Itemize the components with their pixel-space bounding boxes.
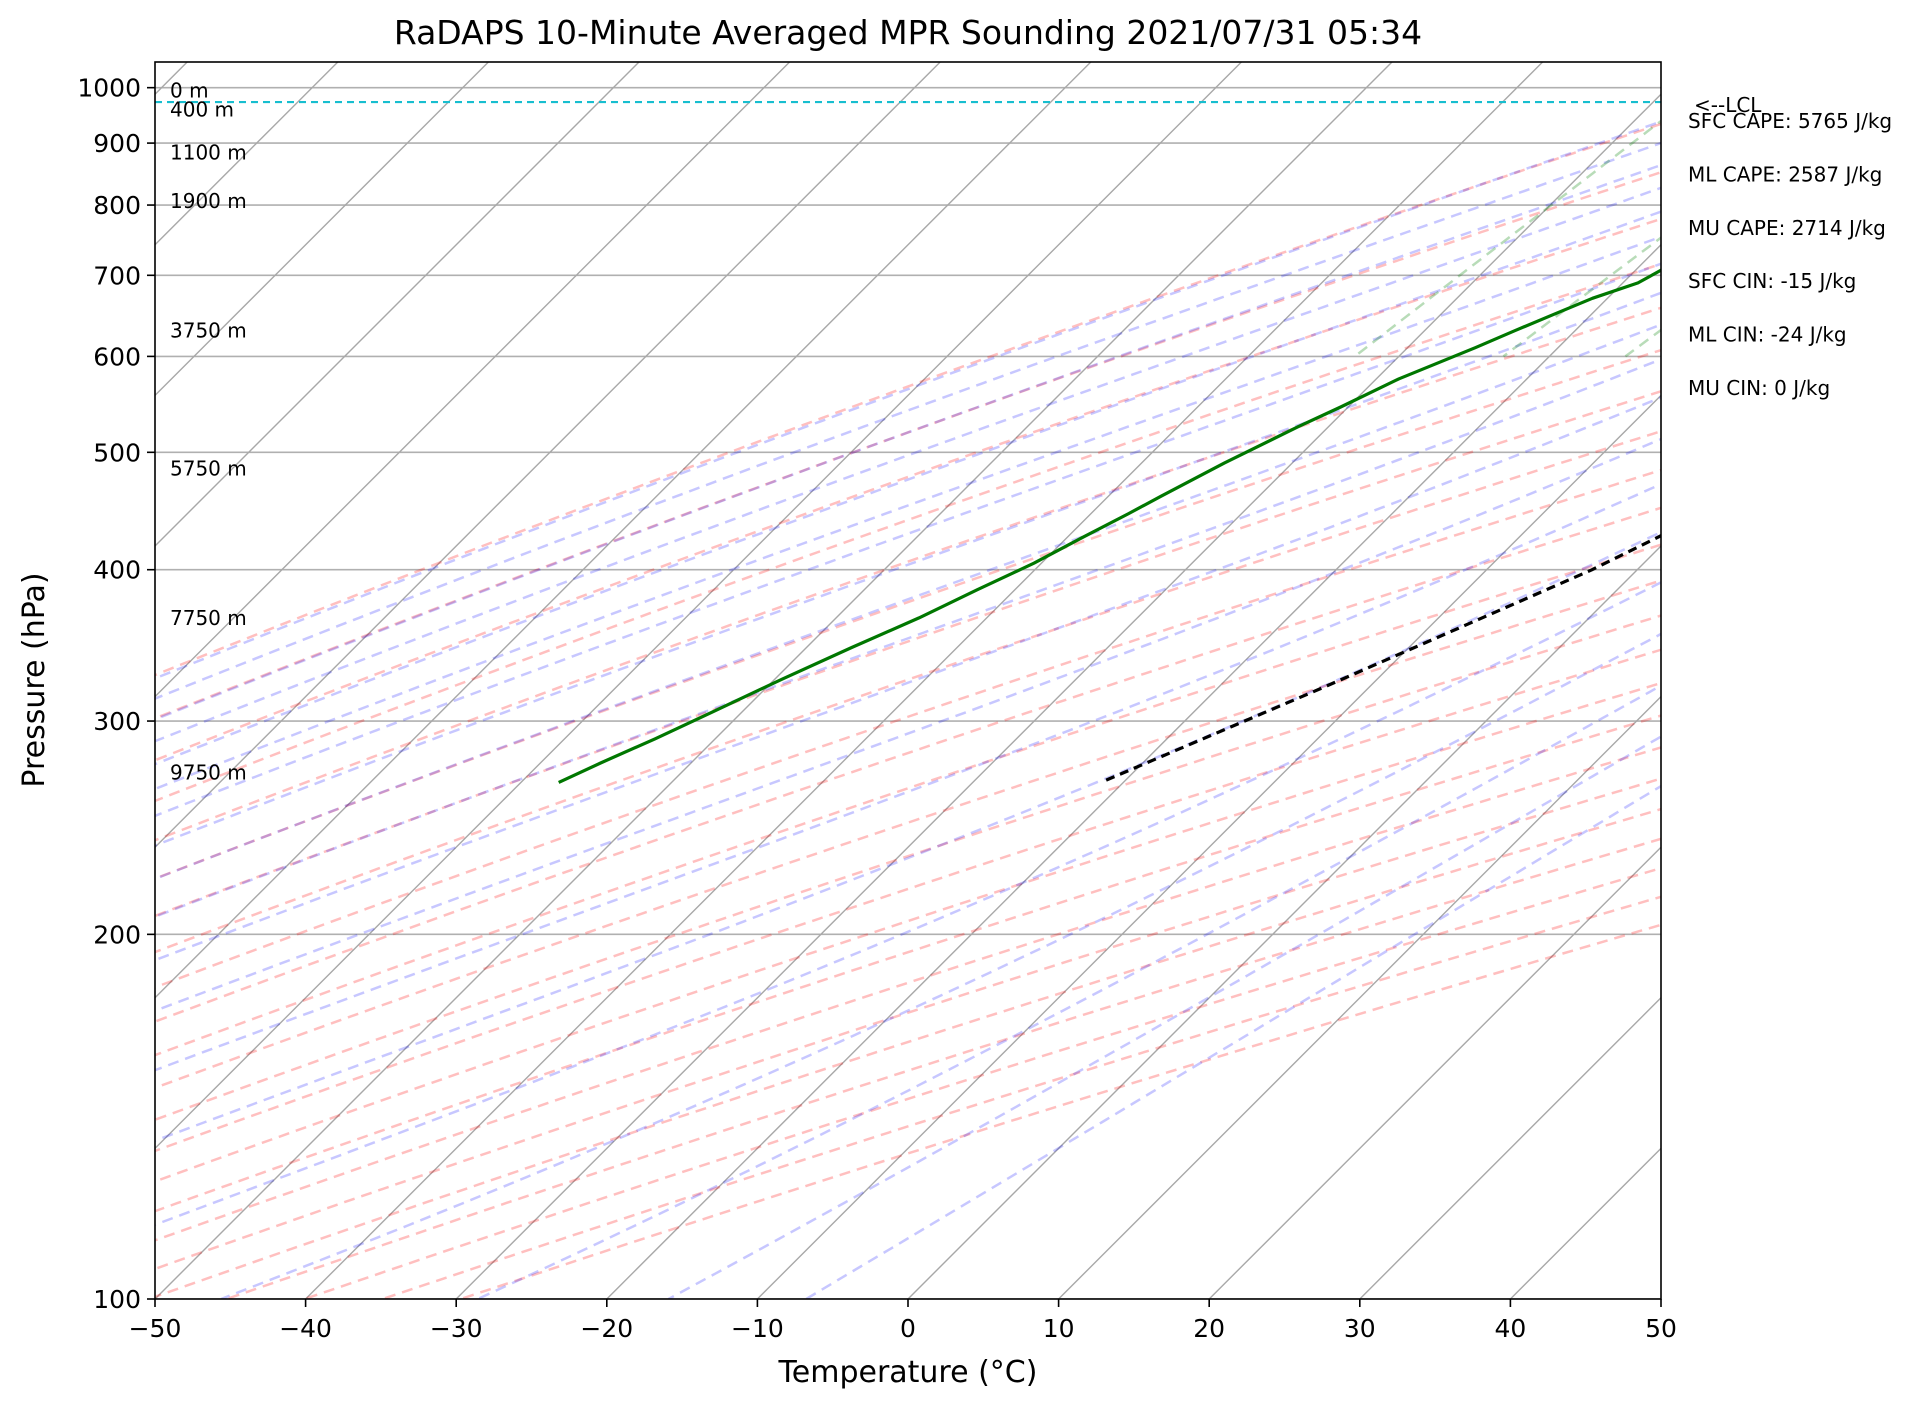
x-axis-label: Temperature (°C) xyxy=(778,1355,1038,1390)
dry-adiabat xyxy=(155,714,1661,1213)
isotherm-line xyxy=(155,62,1242,1150)
height-label: 1100 m xyxy=(170,141,247,165)
series-line xyxy=(558,268,1661,784)
height-label: 1900 m xyxy=(170,189,247,213)
dry-adiabat xyxy=(155,614,1661,1122)
x-tick-label: 10 xyxy=(1043,1314,1075,1343)
chart-title: RaDAPS 10-Minute Averaged MPR Sounding 2… xyxy=(394,13,1422,52)
y-tick-label: 1000 xyxy=(77,74,141,103)
stat-label: ML CIN: -24 J/kg xyxy=(1688,323,1847,347)
stability-indices: SFC CAPE: 5765 J/kg ML CAPE: 2587 J/kg MU … xyxy=(1688,109,1892,400)
moist-adiabat xyxy=(155,580,1661,1227)
y-tick-label: 800 xyxy=(93,191,141,220)
y-tick-label: 100 xyxy=(93,1285,141,1314)
x-tick-label: 30 xyxy=(1344,1314,1376,1343)
isotherm-line xyxy=(155,62,1393,1299)
isotherm-line xyxy=(756,394,1661,1299)
x-tick-label: 0 xyxy=(900,1314,916,1343)
height-label: 0 m xyxy=(170,78,209,102)
x-tick-label: −50 xyxy=(129,1314,182,1343)
height-label: 7750 m xyxy=(170,606,247,630)
dry-adiabat xyxy=(155,348,1661,880)
y-tick-label: 900 xyxy=(93,129,141,158)
isotherm-line xyxy=(155,62,1092,999)
dry-adiabat xyxy=(155,389,1661,918)
lcl-marker: <--LCL xyxy=(155,93,1762,117)
y-axis-label: Pressure (hPa) xyxy=(17,572,52,787)
mixing-ratio-line xyxy=(1502,236,1661,358)
height-label: 5750 m xyxy=(170,456,247,480)
dry-adiabat xyxy=(155,122,1661,677)
stat-label: MU CAPE: 2714 J/kg xyxy=(1688,216,1886,240)
y-tick-label: 700 xyxy=(93,261,141,290)
moist-adiabat xyxy=(155,141,1661,700)
x-tick-label: −20 xyxy=(580,1314,633,1343)
y-tick-label: 500 xyxy=(93,438,141,467)
y-tick-label: 600 xyxy=(93,342,141,371)
isotherm-line xyxy=(606,243,1661,1299)
height-label: 9750 m xyxy=(170,761,247,785)
isotherm-line xyxy=(1058,695,1661,1299)
sounding-profiles xyxy=(558,268,1661,784)
isotherm-line xyxy=(155,62,791,698)
y-tick-label: 300 xyxy=(93,707,141,736)
stat-label: SFC CAPE: 5765 J/kg xyxy=(1688,109,1892,133)
y-tick-label: 400 xyxy=(93,556,141,585)
series-line xyxy=(1100,533,1661,784)
isotherm-line xyxy=(455,93,1661,1299)
x-tick-label: −10 xyxy=(731,1314,784,1343)
moist-adiabat xyxy=(155,186,1661,743)
y-tick-label: 200 xyxy=(93,920,141,949)
isotherm-line xyxy=(907,545,1661,1299)
height-labels: 9750 m 7750 m 5750 m 3750 m 1900 m 1100 m 400 … xyxy=(170,78,247,784)
stat-label: MU CIN: 0 J/kg xyxy=(1688,376,1830,400)
dry-adiabat xyxy=(155,746,1661,1242)
mixing-ratio-line xyxy=(1624,328,1661,358)
moist-adiabat xyxy=(155,163,1661,721)
x-tick-label: 50 xyxy=(1645,1314,1677,1343)
x-tick-label: 20 xyxy=(1193,1314,1225,1343)
isotherm-line xyxy=(155,62,640,547)
isotherm-line xyxy=(155,62,941,849)
dry-adiabat xyxy=(155,648,1661,1153)
y-axis: 100 200 300 400 500 600 700 800 900 1000 xyxy=(77,74,155,1314)
dry-adiabat xyxy=(155,506,1661,1023)
x-tick-label: 40 xyxy=(1494,1314,1526,1343)
isotherm-line xyxy=(1208,846,1661,1299)
dry-adiabat xyxy=(155,262,1661,803)
lcl-label: <--LCL xyxy=(1694,93,1762,117)
mixing-ratio-line xyxy=(1869,62,1925,356)
moist-adiabat xyxy=(220,632,1661,1299)
mixing-ratio-line xyxy=(1756,62,1925,356)
height-label: 3750 m xyxy=(170,319,247,343)
mixing-ratio-line xyxy=(1353,119,1661,358)
dry-adiabat xyxy=(155,306,1661,842)
isotherm-line xyxy=(305,62,1544,1299)
moist-adiabat xyxy=(155,530,1661,1143)
stat-label: ML CAPE: 2587 J/kg xyxy=(1688,162,1882,186)
isotherm-line xyxy=(1359,996,1661,1299)
x-axis: −50 −40 −30 −20 −10 0 10 20 30 40 50 xyxy=(129,1299,1677,1343)
moist-adiabat xyxy=(155,396,1661,962)
isotherm-line xyxy=(155,62,489,397)
dry-adiabat xyxy=(155,170,1661,720)
stat-label: SFC CIN: -15 J/kg xyxy=(1688,269,1856,293)
moist-adiabat xyxy=(155,358,1661,919)
x-tick-label: −30 xyxy=(430,1314,483,1343)
isotherm-line xyxy=(1660,1298,1661,1299)
x-tick-label: −40 xyxy=(279,1314,332,1343)
moist-adiabat xyxy=(155,323,1661,881)
background-guides xyxy=(155,62,1925,1299)
moist-adiabat xyxy=(805,784,1661,1299)
dry-adiabat xyxy=(155,468,1661,989)
height-label: 400 m xyxy=(170,98,234,122)
plot-area xyxy=(155,62,1661,1299)
moist-adiabat xyxy=(155,120,1661,680)
